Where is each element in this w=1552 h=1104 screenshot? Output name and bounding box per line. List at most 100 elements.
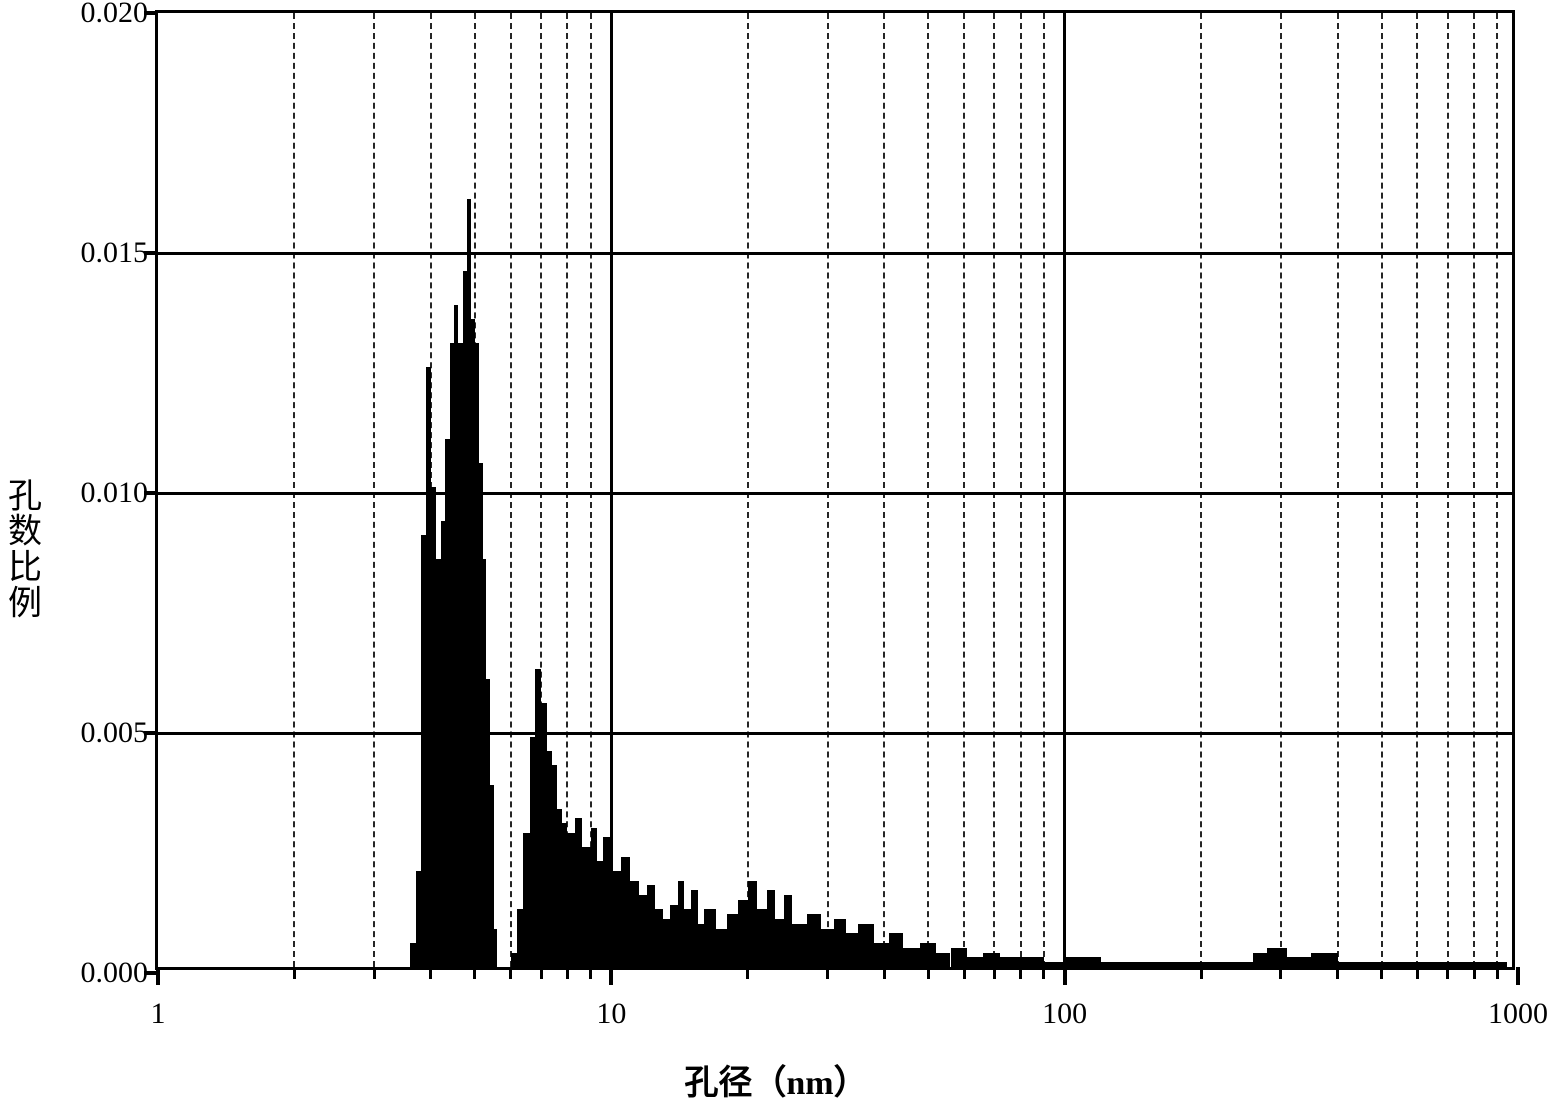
histogram-bar	[1311, 953, 1337, 967]
y-axis-label: 孔数比例	[8, 479, 42, 622]
histogram-bar	[748, 881, 758, 967]
histogram-bar	[603, 837, 611, 967]
x-axis-tick-minor	[883, 967, 886, 979]
histogram-bar	[1044, 962, 1065, 967]
x-axis-tick-minor	[1279, 967, 1282, 979]
x-axis-tick-minor	[1416, 967, 1419, 979]
x-axis-tick-minor	[1446, 967, 1449, 979]
y-axis-tick-major	[144, 11, 158, 15]
histogram-bar	[889, 933, 903, 967]
histogram-bar	[1448, 962, 1497, 967]
histogram-bar	[494, 929, 498, 967]
x-axis-tick-minor	[429, 967, 432, 979]
histogram-bar	[983, 953, 1000, 967]
x-axis-tick-major	[1063, 967, 1067, 985]
histogram-bar	[1000, 957, 1021, 967]
grid-minor-v	[373, 13, 375, 967]
grid-major-v	[1063, 13, 1066, 967]
histogram-bar	[647, 885, 655, 967]
histogram-bar	[670, 905, 677, 967]
grid-minor-v	[1473, 13, 1475, 967]
histogram-bar	[1287, 957, 1311, 967]
y-tick-label: 0.020	[81, 0, 159, 30]
histogram-bar	[575, 818, 582, 967]
x-axis-tick-major	[1516, 967, 1520, 985]
histogram-bar	[655, 909, 663, 967]
histogram-bar	[621, 857, 630, 967]
chart-container: 孔数比例 孔径（nm） 11010010000.0000.0050.0100.0…	[0, 0, 1552, 1101]
grid-minor-v	[1381, 13, 1383, 967]
histogram-bar	[792, 924, 807, 967]
histogram-bar	[1497, 962, 1507, 967]
grid-minor-v	[1496, 13, 1498, 967]
histogram-bar	[582, 847, 591, 967]
histogram-bar	[834, 919, 846, 967]
x-axis-tick-minor	[1200, 967, 1203, 979]
grid-minor-v	[747, 13, 749, 967]
histogram-bar	[807, 914, 821, 967]
histogram-bar	[1144, 962, 1201, 967]
x-axis-tick-minor	[993, 967, 996, 979]
histogram-bar	[1101, 962, 1145, 967]
grid-minor-v	[927, 13, 929, 967]
histogram-bar	[639, 895, 647, 967]
histogram-bar	[784, 895, 792, 967]
histogram-bar	[903, 948, 920, 967]
histogram-bar	[767, 890, 776, 967]
plot-area: 11010010000.0000.0050.0100.0150.020	[155, 10, 1515, 970]
histogram-bar	[716, 929, 727, 967]
histogram-bar	[874, 943, 889, 967]
grid-minor-v	[1200, 13, 1202, 967]
histogram-bar	[1382, 962, 1448, 967]
x-axis-tick-minor	[1496, 967, 1499, 979]
grid-minor-v	[1416, 13, 1418, 967]
x-axis-tick-minor	[1042, 967, 1045, 979]
histogram-bar	[936, 953, 951, 967]
x-axis-tick-minor	[473, 967, 476, 979]
histogram-bar	[846, 933, 858, 967]
grid-minor-v	[1020, 13, 1022, 967]
histogram-bar	[1253, 953, 1268, 967]
grid-minor-v	[1447, 13, 1449, 967]
histogram-bar	[678, 881, 685, 967]
histogram-bar	[630, 881, 639, 967]
histogram-bar	[1267, 948, 1287, 967]
histogram-bar	[567, 833, 574, 967]
grid-minor-v	[827, 13, 829, 967]
grid-minor-v	[1337, 13, 1339, 967]
x-axis-tick-minor	[1019, 967, 1022, 979]
histogram-bar	[920, 943, 936, 967]
x-axis-tick-minor	[746, 967, 749, 979]
histogram-bar	[951, 948, 968, 967]
x-axis-tick-major	[609, 967, 613, 985]
x-axis-tick-minor	[589, 967, 592, 979]
x-axis-tick-minor	[293, 967, 296, 979]
x-axis-label: 孔径（nm）	[684, 1055, 867, 1104]
histogram-bar	[727, 914, 738, 967]
histogram-bar	[858, 924, 874, 967]
histogram-bar	[775, 919, 783, 967]
x-axis-tick-minor	[373, 967, 376, 979]
histogram-bar	[663, 919, 670, 967]
x-axis-tick-minor	[963, 967, 966, 979]
histogram-bar	[1338, 962, 1382, 967]
x-axis-tick-minor	[927, 967, 930, 979]
x-axis-tick-minor	[1380, 967, 1383, 979]
histogram-bar	[1021, 957, 1044, 967]
grid-minor-v	[510, 13, 512, 967]
histogram-bar	[757, 909, 766, 967]
x-axis-tick-minor	[826, 967, 829, 979]
histogram-bar	[967, 957, 983, 967]
grid-minor-v	[590, 13, 592, 967]
grid-major-h	[158, 252, 1512, 255]
grid-minor-v	[993, 13, 995, 967]
grid-minor-v	[293, 13, 295, 967]
histogram-bar	[611, 871, 621, 967]
y-axis-tick-major	[144, 251, 158, 255]
histogram-bar	[821, 929, 834, 967]
grid-major-h	[158, 732, 1512, 735]
x-axis-tick-minor	[1473, 967, 1476, 979]
x-axis-tick-minor	[540, 967, 543, 979]
x-axis-tick-minor	[509, 967, 512, 979]
y-axis-tick-major	[144, 971, 158, 975]
